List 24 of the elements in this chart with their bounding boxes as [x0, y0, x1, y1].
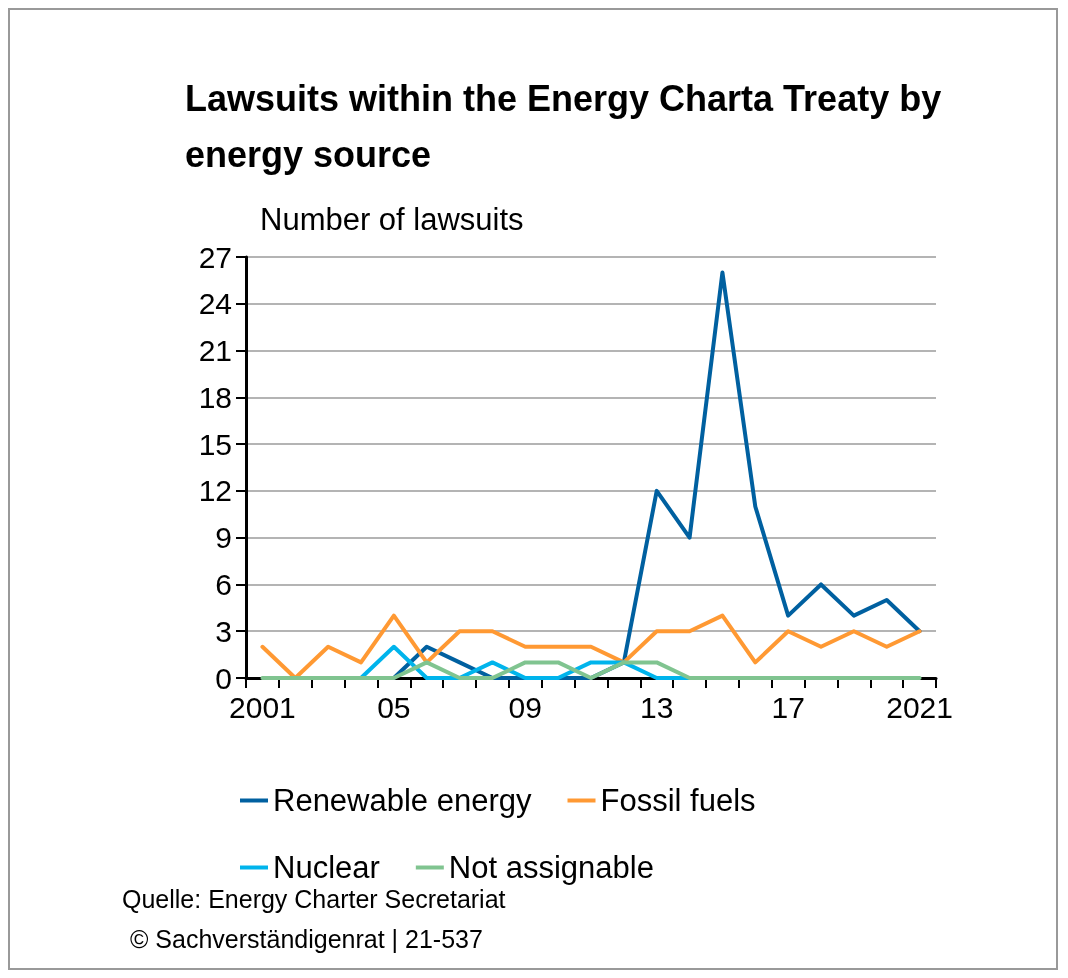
y-tick-label: 6 — [215, 567, 232, 601]
x-tick-label: 2001 — [229, 690, 296, 724]
y-tick-label: 15 — [198, 427, 232, 461]
y-tick-label: 18 — [198, 380, 232, 414]
source-note: Quelle: Energy Charter Secretariat — [122, 884, 506, 913]
x-tick-label: 13 — [640, 690, 674, 724]
y-tick-label: 9 — [215, 521, 232, 555]
legend-label: Not assignable — [448, 850, 654, 885]
x-tick-label: 2021 — [886, 690, 953, 724]
x-tick-label: 05 — [377, 690, 411, 724]
y-tick-label: 24 — [198, 287, 232, 321]
chart-title: Lawsuits within the Energy Charta Treaty by energy source — [185, 77, 952, 175]
y-tick-label: 21 — [198, 334, 232, 368]
legend-label: Renewable energy — [273, 783, 532, 818]
y-axis-title: Number of lawsuits — [260, 202, 524, 237]
x-tick-label: 17 — [771, 690, 805, 724]
y-tick-label: 27 — [198, 240, 232, 274]
y-tick-label: 3 — [215, 614, 232, 648]
legend-label: Fossil fuels — [600, 783, 756, 818]
y-tick-label: 12 — [198, 474, 232, 508]
x-tick-label: 09 — [508, 690, 542, 724]
legend-label: Nuclear — [273, 850, 380, 885]
y-tick-label: 0 — [215, 661, 232, 695]
text: © Sachverständigenrat | 21-537 — [130, 924, 483, 953]
